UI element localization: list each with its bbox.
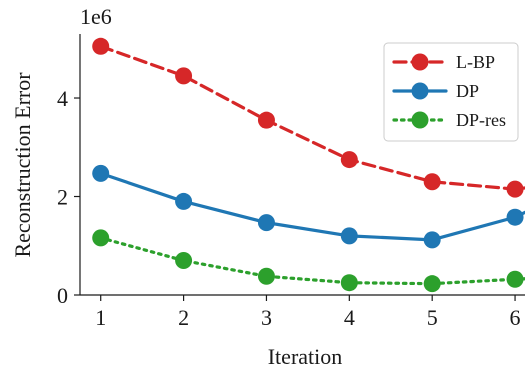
x-axis-label: Iteration: [268, 344, 343, 369]
legend-label-dp-res: DP-res: [456, 110, 506, 130]
data-point-dp: [175, 192, 193, 210]
x-tick-label: 4: [344, 305, 355, 330]
data-point-dp-res: [92, 229, 110, 247]
data-point-dp: [506, 208, 524, 226]
x-tick-label: 1: [95, 305, 106, 330]
data-point-dp-res: [257, 267, 275, 285]
data-point-dp-res: [175, 252, 193, 270]
x-tick-label: 6: [510, 305, 521, 330]
data-point-l-bp: [257, 111, 275, 129]
data-point-dp: [340, 227, 358, 245]
data-point-dp: [423, 231, 441, 249]
data-point-l-bp: [506, 180, 524, 198]
y-offset-label: 1e6: [80, 4, 112, 29]
legend-items: L-BP DP DP-res: [392, 52, 506, 130]
data-point-dp-res: [423, 275, 441, 293]
x-tick-label: 2: [178, 305, 189, 330]
data-point-l-bp: [340, 151, 358, 169]
y-tick-label: 4: [57, 86, 68, 111]
data-point-l-bp: [92, 37, 110, 55]
data-point-dp: [257, 214, 275, 232]
y-ticks: 0 2 4: [57, 86, 80, 308]
plot-area: 1 2 3 4 5 6 0 2 4: [57, 34, 525, 330]
data-point-dp-res: [506, 270, 524, 288]
y-tick-label: 0: [57, 283, 68, 308]
data-point-l-bp: [175, 67, 193, 85]
x-tick-label: 3: [261, 305, 272, 330]
series-layer: [92, 37, 525, 293]
data-point-l-bp: [423, 173, 441, 191]
y-axis-label: Reconstruction Error: [10, 72, 35, 258]
legend-label-l-bp: L-BP: [456, 52, 495, 72]
legend-marker-dp: [411, 82, 429, 100]
x-tick-label: 5: [427, 305, 438, 330]
legend-marker-dp-res: [411, 111, 429, 129]
series-line-dp-res: [99, 236, 525, 286]
legend-marker-l-bp: [411, 53, 429, 71]
data-point-dp-res: [340, 274, 358, 292]
legend: L-BP DP DP-res: [383, 42, 519, 142]
x-ticks: 1 2 3 4 5 6: [95, 295, 521, 330]
data-point-dp: [92, 164, 110, 182]
y-tick-label: 2: [57, 185, 68, 210]
legend-label-dp: DP: [456, 81, 479, 101]
